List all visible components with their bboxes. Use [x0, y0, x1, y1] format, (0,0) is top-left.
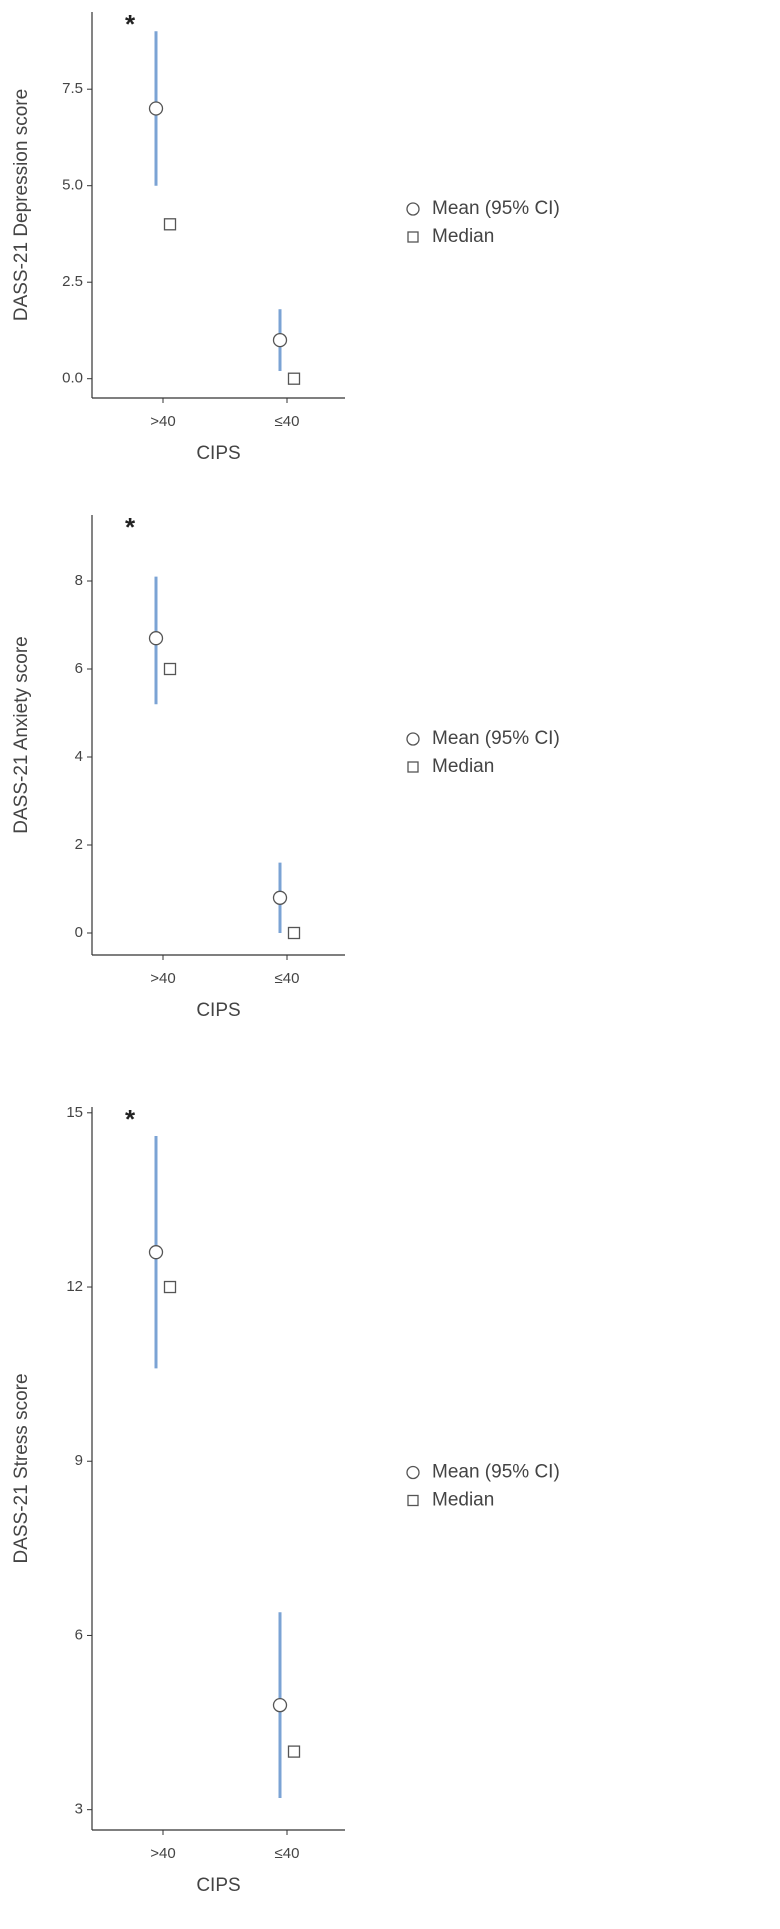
- median-point: [163, 1280, 177, 1294]
- y-tick-label: 0.0: [62, 370, 83, 387]
- x-tick-label: >40: [150, 1845, 175, 1862]
- legend-marker: [407, 761, 419, 773]
- annotation: *: [125, 512, 136, 542]
- y-tick-label: 9: [75, 1452, 83, 1469]
- legend-label: Mean (95% CI): [432, 728, 560, 749]
- y-axis-label: DASS-21 Depression score: [11, 89, 32, 321]
- legend-label: Mean (95% CI): [432, 198, 560, 219]
- x-tick-label: ≤40: [275, 413, 300, 430]
- y-tick-label: 2: [75, 836, 83, 853]
- median-point: [163, 218, 177, 231]
- median-point: [163, 662, 177, 676]
- y-tick-label: 15: [66, 1104, 83, 1121]
- median-point: [287, 926, 301, 940]
- y-tick-label: 12: [66, 1278, 83, 1295]
- legend-marker: [407, 231, 419, 243]
- mean-point: [148, 631, 164, 646]
- x-axis-label: CIPS: [196, 1000, 240, 1021]
- y-tick-label: 3: [75, 1801, 83, 1818]
- x-tick-label: ≤40: [275, 1845, 300, 1862]
- median-point: [287, 372, 301, 385]
- y-tick-label: 8: [75, 572, 83, 589]
- legend-marker: [406, 1465, 420, 1480]
- mean-point: [272, 332, 288, 348]
- y-tick-label: 6: [75, 660, 83, 677]
- x-tick-label: >40: [150, 970, 175, 987]
- y-tick-label: 4: [75, 748, 83, 765]
- legend-label: Median: [432, 226, 494, 247]
- legend-label: Median: [432, 1490, 494, 1511]
- x-tick-label: >40: [150, 413, 175, 430]
- legend-marker: [406, 202, 420, 216]
- mean-point: [148, 101, 164, 116]
- annotation: *: [125, 9, 136, 39]
- y-tick-label: 7.5: [62, 80, 83, 97]
- mean-point: [148, 1245, 164, 1260]
- x-tick-label: ≤40: [275, 970, 300, 987]
- y-tick-label: 5.0: [62, 177, 83, 194]
- y-tick-label: 0: [75, 924, 83, 941]
- mean-point: [272, 890, 288, 905]
- legend-marker: [406, 732, 420, 746]
- y-tick-label: 6: [75, 1626, 83, 1643]
- mean-point: [272, 1697, 288, 1713]
- x-axis-label: CIPS: [196, 443, 240, 464]
- median-point: [287, 1745, 301, 1758]
- y-tick-label: 2.5: [62, 273, 83, 290]
- y-axis-label: DASS-21 Anxiety score: [11, 636, 32, 833]
- annotation: *: [125, 1104, 136, 1134]
- legend-label: Median: [432, 756, 494, 777]
- legend-marker: [407, 1494, 419, 1507]
- legend-label: Mean (95% CI): [432, 1462, 560, 1483]
- x-axis-label: CIPS: [196, 1875, 240, 1896]
- y-axis-label: DASS-21 Stress score: [11, 1373, 32, 1563]
